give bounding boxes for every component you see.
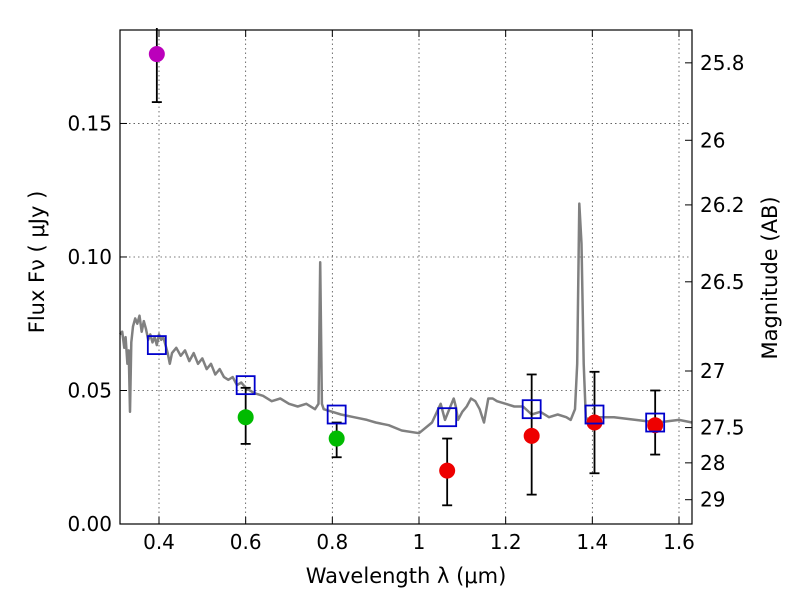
model-photometry-markers [146,335,666,433]
observed-point [148,46,165,63]
observed-point [523,427,540,444]
observed-point [439,462,456,479]
model-square-marker [521,399,542,420]
right-axis-label: Magnitude (AB) [758,196,782,359]
y-tick-label: 0.10 [67,245,112,269]
y-axis-ticks: 0.00 0.05 0.10 0.15 [67,111,127,536]
right-tick-label: 27 [700,359,725,383]
observed-point [328,430,345,447]
x-tick-label: 1 [413,530,426,554]
model-sed-line [119,202,693,435]
observed-points [148,46,664,479]
model-square-marker [584,404,605,425]
right-tick-label: 26.5 [700,270,745,294]
grid [120,30,692,525]
x-tick-label: 0.6 [230,530,262,554]
model-square-marker [146,335,167,355]
x-axis-ticks: 0.4 0.6 0.8 1 1.2 1.4 1.6 [143,30,695,554]
right-tick-label: 29 [700,488,725,512]
y-tick-label: 0.05 [67,378,112,402]
model-square-marker [645,412,666,433]
plot-frame [119,29,693,525]
right-tick-label: 26 [700,128,725,152]
x-tick-label: 0.4 [143,530,175,554]
model-square-marker [437,407,458,428]
right-tick-label: 26.2 [700,193,745,217]
observed-point [586,414,603,431]
model-square-marker [235,375,256,396]
model-square-marker [326,404,347,425]
right-axis-ticks: 25.8 26 26.2 26.5 27 27.5 28 29 [685,51,745,512]
x-tick-label: 1.6 [663,530,695,554]
y-tick-label: 0.00 [67,512,112,536]
x-tick-label: 0.8 [316,530,348,554]
right-tick-label: 28 [700,451,725,475]
observed-point [237,409,254,426]
right-tick-label: 27.5 [700,416,745,440]
x-tick-label: 1.2 [490,530,522,554]
model-layer [119,202,693,435]
x-tick-label: 1.4 [576,530,608,554]
y-axis-label: Flux Fν ( μJy ) [25,191,49,334]
x-axis-label: Wavelength λ (μm) [306,564,507,588]
y-tick-label: 0.15 [67,111,112,135]
error-bars [151,28,661,507]
observed-point [647,417,664,434]
right-tick-label: 25.8 [700,51,745,75]
